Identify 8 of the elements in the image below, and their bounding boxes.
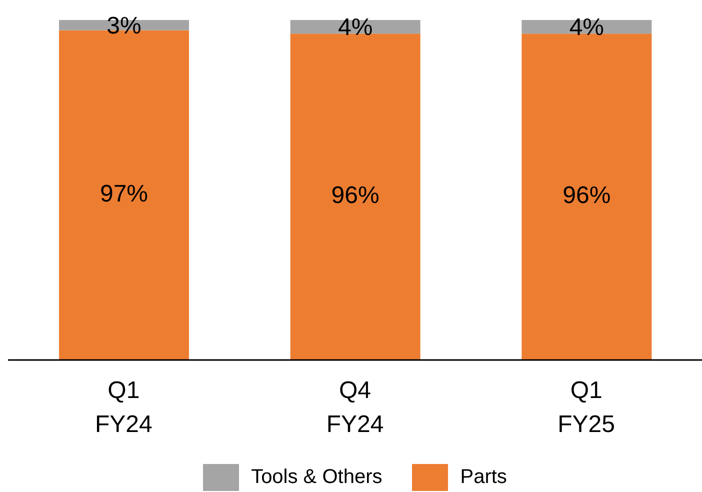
x-tick-label: Q1 FY25 <box>558 377 616 438</box>
data-label: 96% <box>331 182 380 210</box>
legend-label: Tools & Others <box>251 466 382 489</box>
legend-label: Parts <box>460 466 507 489</box>
data-label: 96% <box>562 182 611 210</box>
data-label: 97% <box>100 180 148 208</box>
x-tick-label: Q1 FY24 <box>94 377 152 438</box>
x-tick-label: Q4 FY24 <box>326 377 384 438</box>
